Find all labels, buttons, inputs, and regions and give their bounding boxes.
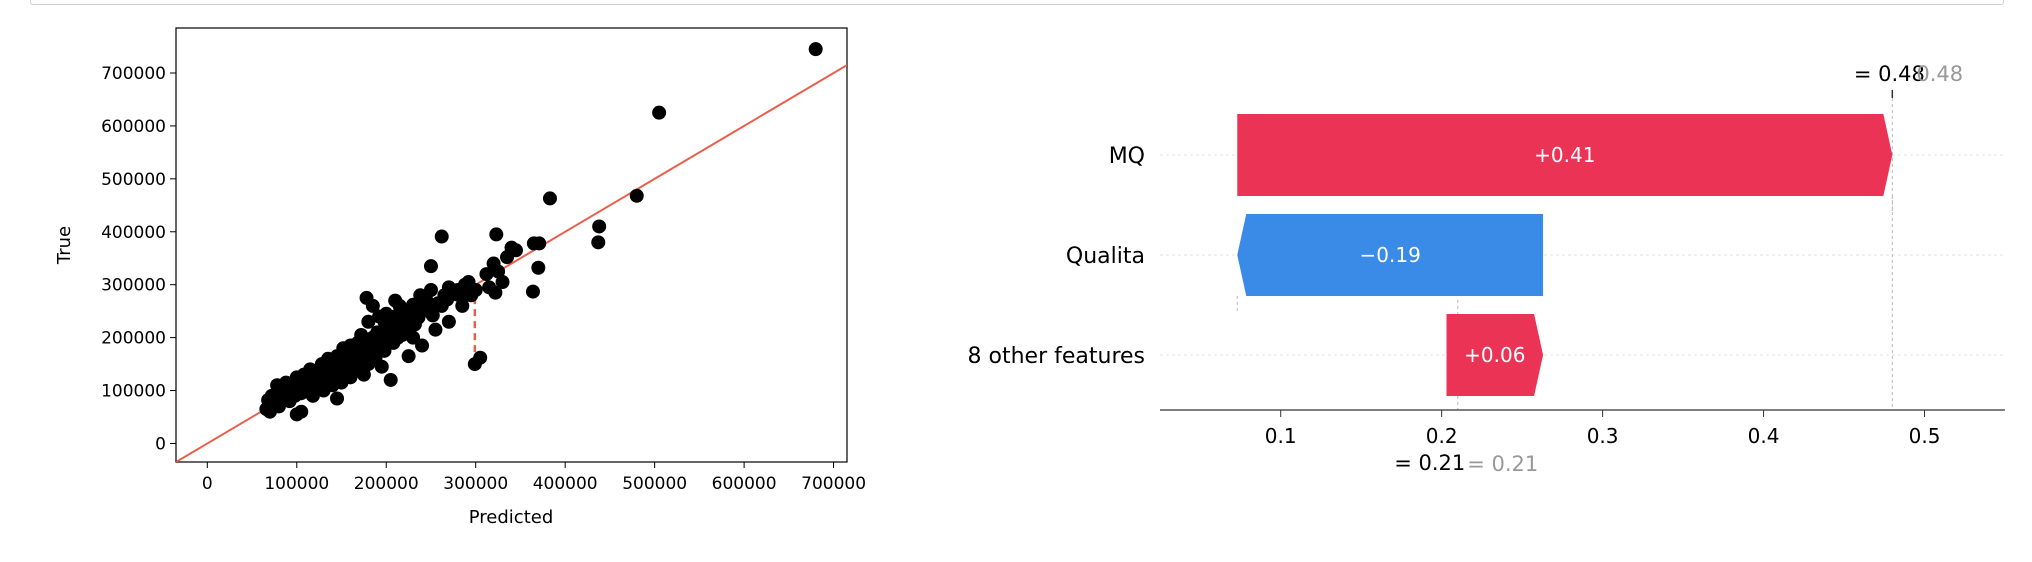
scatter-point bbox=[591, 235, 606, 250]
scatter-point bbox=[542, 191, 557, 206]
scatter-x-tick-label: 100000 bbox=[264, 474, 329, 494]
waterfall-feature-name: 8 other features bbox=[968, 344, 1145, 369]
scatter-y-tick-label: 100000 bbox=[101, 382, 166, 402]
scatter-point bbox=[592, 219, 607, 234]
scatter-point bbox=[289, 370, 304, 385]
predicted-vs-true-scatter-chart: 0 100000 200000 300000 400000 500000 600000 700… bbox=[54, 27, 866, 528]
scatter-point bbox=[379, 306, 394, 321]
scatter-point bbox=[423, 259, 438, 274]
waterfall-output-value-label: = 0.48 bbox=[1854, 62, 1925, 86]
waterfall-x-axis: 0.1 0.2 0.3 0.4 0.5 bbox=[1160, 409, 2005, 448]
scatter-point bbox=[289, 407, 304, 422]
scatter-x-axis-label: Predicted bbox=[469, 507, 554, 528]
waterfall-annotations: = 0.480.48 = 0.21 = 0.21 bbox=[1394, 62, 1963, 476]
waterfall-x-tick-label: 0.3 bbox=[1587, 424, 1619, 448]
scatter-point bbox=[365, 298, 380, 313]
waterfall-feature-name: MQ bbox=[1109, 144, 1145, 169]
scatter-point bbox=[330, 391, 345, 406]
scatter-point bbox=[425, 308, 440, 323]
waterfall-bar-positive bbox=[1446, 314, 1544, 396]
scatter-x-ticks: 0 100000 200000 300000 400000 500000 600000 700… bbox=[202, 462, 866, 494]
scatter-point bbox=[361, 314, 376, 329]
waterfall-x-tick-label: 0.2 bbox=[1426, 424, 1458, 448]
scatter-point bbox=[808, 42, 823, 57]
waterfall-bar-positive bbox=[1237, 114, 1893, 196]
scatter-point bbox=[508, 243, 523, 258]
waterfall-bars: +0.41 −0.19 +0.06 bbox=[1237, 114, 1893, 396]
waterfall-bar-value-label: −0.19 bbox=[1360, 243, 1421, 267]
scatter-point bbox=[440, 292, 455, 307]
scatter-point bbox=[473, 350, 488, 365]
scatter-point bbox=[423, 282, 438, 297]
scatter-point bbox=[479, 267, 494, 282]
scatter-points bbox=[259, 42, 823, 422]
waterfall-output-value-gray: 0.48 bbox=[1916, 62, 1963, 86]
scatter-y-tick-label: 500000 bbox=[101, 170, 166, 190]
output-cell-border bbox=[30, 0, 2004, 5]
waterfall-base-value-label: = 0.21 bbox=[1394, 451, 1465, 475]
scatter-x-tick-label: 400000 bbox=[533, 474, 598, 494]
scatter-point bbox=[338, 365, 353, 380]
scatter-point bbox=[461, 275, 476, 290]
scatter-point bbox=[489, 227, 504, 242]
scatter-point bbox=[434, 229, 449, 244]
scatter-y-ticks: 0 100000 200000 300000 400000 500000 600000 700… bbox=[101, 64, 176, 454]
scatter-point bbox=[482, 280, 497, 295]
waterfall-bar-value-label: +0.41 bbox=[1534, 143, 1595, 167]
scatter-x-tick-label: 200000 bbox=[354, 474, 419, 494]
scatter-point bbox=[486, 256, 501, 271]
scatter-point bbox=[415, 338, 430, 353]
scatter-point bbox=[532, 236, 547, 251]
scatter-point bbox=[356, 367, 371, 382]
scatter-y-tick-label: 300000 bbox=[101, 276, 166, 296]
scatter-point bbox=[388, 293, 403, 308]
scatter-y-tick-label: 600000 bbox=[101, 117, 166, 137]
scatter-plot-frame bbox=[175, 27, 848, 463]
scatter-point bbox=[413, 288, 428, 303]
waterfall-x-tick-label: 0.4 bbox=[1748, 424, 1780, 448]
waterfall-bar-negative bbox=[1237, 214, 1544, 296]
waterfall-feature-name: Qualita bbox=[1066, 244, 1145, 269]
scatter-point bbox=[372, 342, 387, 357]
scatter-point bbox=[411, 310, 426, 325]
scatter-x-tick-label: 500000 bbox=[622, 474, 687, 494]
scatter-point bbox=[629, 188, 644, 203]
scatter-y-tick-label: 400000 bbox=[101, 223, 166, 243]
scatter-point bbox=[652, 105, 667, 120]
scatter-point bbox=[455, 298, 470, 313]
waterfall-base-value-gray: = 0.21 bbox=[1467, 452, 1538, 476]
scatter-y-tick-label: 0 bbox=[155, 434, 166, 454]
scatter-x-tick-label: 0 bbox=[202, 474, 213, 494]
scatter-point bbox=[428, 322, 443, 337]
scatter-x-tick-label: 600000 bbox=[712, 474, 777, 494]
scatter-point bbox=[464, 288, 479, 303]
scatter-x-tick-label: 300000 bbox=[443, 474, 508, 494]
scatter-point bbox=[400, 324, 415, 339]
scatter-y-tick-label: 700000 bbox=[101, 64, 166, 84]
scatter-point bbox=[401, 349, 416, 364]
scatter-point bbox=[441, 314, 456, 329]
scatter-y-axis-label: True bbox=[54, 226, 75, 265]
scatter-point bbox=[383, 372, 398, 387]
scatter-point bbox=[531, 260, 546, 275]
waterfall-bar-value-label: +0.06 bbox=[1464, 343, 1525, 367]
waterfall-feature-labels: MQ Qualita 8 other features bbox=[968, 144, 1145, 369]
waterfall-x-tick-label: 0.1 bbox=[1265, 424, 1297, 448]
scatter-point bbox=[495, 275, 510, 290]
scatter-point bbox=[305, 388, 320, 403]
scatter-x-tick-label: 700000 bbox=[801, 474, 866, 494]
scatter-point bbox=[270, 378, 285, 393]
scatter-point bbox=[450, 282, 465, 297]
scatter-point bbox=[525, 284, 540, 299]
waterfall-x-tick-label: 0.5 bbox=[1909, 424, 1941, 448]
scatter-point bbox=[325, 378, 340, 393]
scatter-point bbox=[354, 354, 369, 369]
scatter-y-tick-label: 200000 bbox=[101, 329, 166, 349]
scatter-point bbox=[259, 402, 274, 417]
